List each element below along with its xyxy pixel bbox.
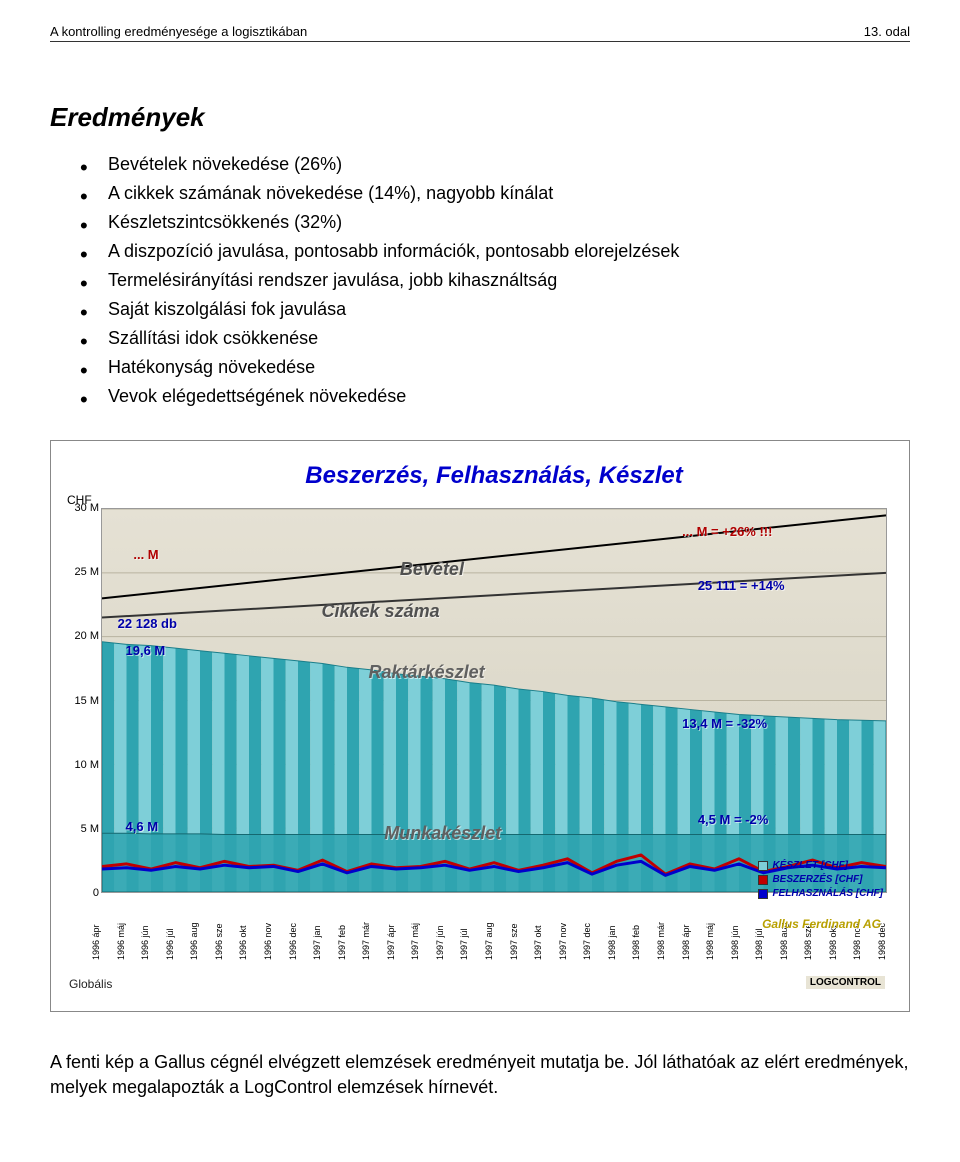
chart-frame: Beszerzés, Felhasználás, Készlet CHF 05 …: [50, 440, 910, 1012]
page: A kontrolling eredményesége a logisztiká…: [0, 0, 960, 1140]
y-tick-label: 10 M: [63, 759, 99, 771]
x-tick-label: 1997 jún: [435, 925, 445, 960]
x-tick-label: 1998 ápr: [681, 924, 691, 960]
x-tick-label: 1997 dec: [582, 923, 592, 960]
y-ticks: 05 M10 M15 M20 M25 M30 M: [63, 508, 101, 893]
legend: KÉSZLET [CHF]BESZERZÉS [CHF]FELHASZNÁLÁS…: [758, 859, 883, 901]
x-tick-label: 1998 máj: [705, 923, 715, 960]
legend-item: BESZERZÉS [CHF]: [758, 873, 883, 887]
x-tick-label: 1998 már: [656, 922, 666, 960]
list-item: Vevok elégedettségének növekedése: [80, 383, 910, 410]
list-item: Saját kiszolgálási fok javulása: [80, 296, 910, 323]
x-tick-label: 1996 dec: [288, 923, 298, 960]
chart-title: Beszerzés, Felhasználás, Készlet: [305, 462, 683, 490]
y-tick-label: 5 M: [63, 823, 99, 835]
x-tick-label: 1997 aug: [484, 922, 494, 960]
list-item: Szállítási idok csökkenése: [80, 325, 910, 352]
chart-overlay-label: Cikkek száma: [322, 601, 440, 622]
x-tick-label: 1997 nov: [558, 923, 568, 960]
list-item: A cikkek számának növekedése (14%), nagy…: [80, 180, 910, 207]
x-tick-label: 1998 jan: [607, 925, 617, 960]
x-tick-label: 1996 júl: [165, 928, 175, 960]
footer-paragraph: A fenti kép a Gallus cégnél elvégzett el…: [50, 1050, 910, 1100]
brand-label: Gallus Ferdinand AG: [762, 917, 881, 931]
globalis-label: Globális: [69, 977, 112, 991]
chart-overlay-label: Raktárkészlet: [369, 662, 485, 683]
chart-title-band: Beszerzés, Felhasználás, Készlet: [101, 453, 887, 499]
x-tick-label: 1998 jún: [730, 925, 740, 960]
x-tick-label: 1997 már: [361, 922, 371, 960]
x-tick-label: 1996 sze: [214, 923, 224, 960]
x-tick-label: 1997 máj: [410, 923, 420, 960]
x-tick-label: 1997 okt: [533, 925, 543, 960]
chart-overlay-label: Munkakészlet: [384, 823, 501, 844]
header-right: 13. odal: [864, 24, 910, 39]
list-item: A diszpozíció javulása, pontosabb inform…: [80, 238, 910, 265]
x-tick-label: 1998 júl: [754, 928, 764, 960]
chart-overlay-label: 19,6 M: [126, 643, 166, 658]
y-tick-label: 20 M: [63, 630, 99, 642]
legend-label: BESZERZÉS [CHF]: [772, 873, 862, 887]
x-tick-label: 1997 jan: [312, 925, 322, 960]
legend-swatch: [758, 889, 768, 899]
list-item: Hatékonyság növekedése: [80, 354, 910, 381]
legend-item: KÉSZLET [CHF]: [758, 859, 883, 873]
chart-overlay-label: 4,6 M: [126, 819, 159, 834]
chart-overlay-label: 4,5 M = -2%: [698, 812, 768, 827]
chart: Beszerzés, Felhasználás, Készlet CHF 05 …: [63, 453, 897, 993]
legend-item: FELHASZNÁLÁS [CHF]: [758, 887, 883, 901]
x-tick-label: 1996 aug: [189, 922, 199, 960]
list-item: Készletszintcsökkenés (32%): [80, 209, 910, 236]
list-item: Termelésirányítási rendszer javulása, jo…: [80, 267, 910, 294]
page-header: A kontrolling eredményesége a logisztiká…: [50, 24, 910, 42]
chart-overlay-label: ... M: [133, 547, 158, 562]
x-tick-label: 1997 júl: [459, 928, 469, 960]
list-item: Bevételek növekedése (26%): [80, 151, 910, 178]
section-title: Eredmények: [50, 102, 910, 133]
x-tick-label: 1996 jún: [140, 925, 150, 960]
chart-overlay-label: 25 111 = +14%: [698, 578, 785, 593]
chart-overlay-label: Bevétel: [400, 559, 464, 580]
legend-swatch: [758, 861, 768, 871]
chart-overlay-label: 22 128 db: [118, 616, 177, 631]
header-left: A kontrolling eredményesége a logisztiká…: [50, 24, 307, 39]
x-tick-label: 1997 sze: [509, 923, 519, 960]
x-tick-label: 1996 nov: [263, 923, 273, 960]
x-tick-label: 1997 feb: [337, 925, 347, 960]
plot-area: ... M ... M = +26% !!! Bevétel 25 111 = +14…: [101, 508, 887, 893]
legend-label: KÉSZLET [CHF]: [772, 859, 848, 873]
logo-label: LOGCONTROL: [806, 976, 885, 989]
y-tick-label: 15 M: [63, 695, 99, 707]
x-tick-label: 1996 máj: [116, 923, 126, 960]
x-tick-label: 1997 ápr: [386, 924, 396, 960]
x-tick-label: 1996 okt: [238, 925, 248, 960]
chart-overlay-label: 13,4 M = -32%: [682, 716, 767, 731]
x-tick-label: 1996 ápr: [91, 924, 101, 960]
y-tick-label: 25 M: [63, 566, 99, 578]
bullet-list: Bevételek növekedése (26%) A cikkek szám…: [80, 151, 910, 410]
legend-swatch: [758, 875, 768, 885]
chart-overlay-label: ... M = +26% !!!: [682, 524, 772, 539]
x-tick-label: 1998 feb: [631, 925, 641, 960]
y-tick-label: 30 M: [63, 502, 99, 514]
y-tick-label: 0: [63, 887, 99, 899]
legend-label: FELHASZNÁLÁS [CHF]: [772, 887, 883, 901]
